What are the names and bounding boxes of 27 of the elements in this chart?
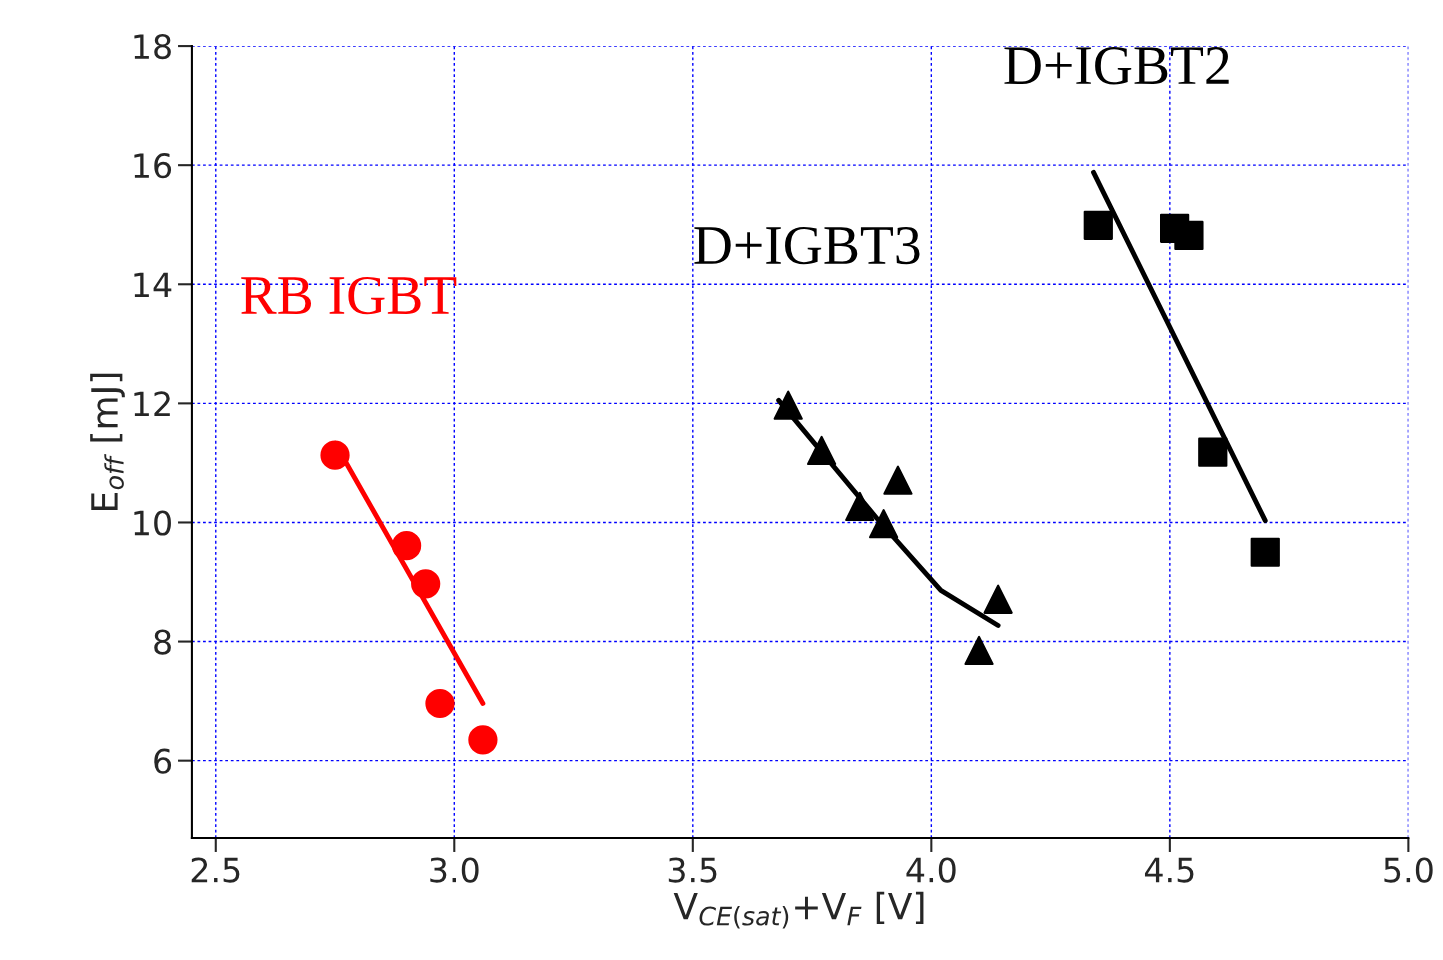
x-tick-label: 3.5 xyxy=(668,857,717,883)
point xyxy=(468,725,498,755)
y-tick-label: 16 xyxy=(134,153,172,179)
text: D+IGBT3 xyxy=(694,226,920,265)
x-tick-label: 4.5 xyxy=(1144,857,1194,883)
y-tick-label: 6 xyxy=(154,748,172,774)
point xyxy=(883,465,913,495)
text: D+IGBT2 xyxy=(1004,47,1229,85)
y-tick-label: 10 xyxy=(134,510,171,536)
x-tick-label: 5.0 xyxy=(1384,857,1433,883)
x-tick-label: 4.0 xyxy=(906,857,956,883)
point xyxy=(983,584,1013,614)
y-tick-label: 12 xyxy=(134,391,170,417)
point xyxy=(1083,210,1113,240)
text: RB IGBT xyxy=(241,276,457,315)
point xyxy=(1174,220,1204,251)
x-tick-label: 3.0 xyxy=(430,857,479,883)
point xyxy=(1198,437,1228,467)
y-tick-label: 14 xyxy=(134,272,172,297)
x-axis-title: V$_{CE(sat)}$+V$_{F}$ [V] xyxy=(673,891,924,929)
point xyxy=(425,688,455,719)
y-tick-label: 18 xyxy=(134,34,171,60)
point xyxy=(1250,537,1280,567)
point xyxy=(964,635,994,666)
x-tick-label: 2.5 xyxy=(191,857,240,883)
y-axis-title: E$_{off}$ [mJ] xyxy=(90,373,125,511)
y-tick-label: 8 xyxy=(154,629,171,655)
